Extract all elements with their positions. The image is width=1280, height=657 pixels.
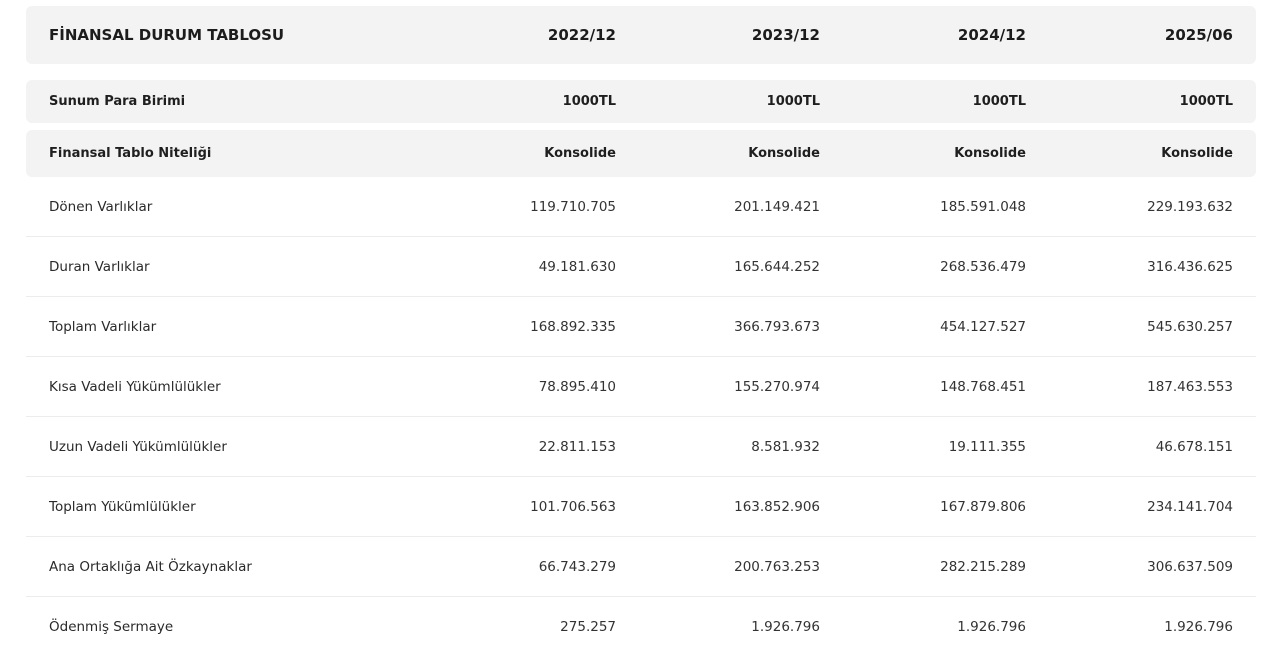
cell-value: 185.591.048 (940, 198, 1026, 215)
cell-value: Konsolide (954, 146, 1026, 161)
table-row: Uzun Vadeli Yükümlülükler 22.811.153 8.5… (26, 417, 1256, 477)
cell-value: 201.149.421 (734, 198, 820, 215)
table-row: Kısa Vadeli Yükümlülükler 78.895.410 155… (26, 357, 1256, 417)
period-header-2023-12: 2023/12 (751, 26, 820, 44)
cell-value: 1000TL (1179, 94, 1233, 109)
period-header-2024-12: 2024/12 (957, 26, 1026, 44)
cell-value: 1000TL (972, 94, 1026, 109)
financial-position-table: FİNANSAL DURUM TABLOSU 2022/12 2023/12 2… (26, 6, 1256, 657)
cell-value: 1.926.796 (1164, 619, 1233, 635)
cell-value: 1.926.796 (957, 619, 1026, 635)
cell-value: 78.895.410 (538, 378, 616, 395)
cell-value: 545.630.257 (1147, 318, 1233, 335)
statement-type-row: Finansal Tablo Niteliği Konsolide Konsol… (26, 130, 1256, 177)
row-label: Finansal Tablo Niteliği (49, 146, 212, 161)
cell-value: 200.763.253 (734, 558, 820, 575)
currency-row: Sunum Para Birimi 1000TL 1000TL 1000TL 1… (26, 80, 1256, 123)
cell-value: 22.811.153 (538, 438, 616, 455)
cell-value: 168.892.335 (530, 318, 616, 335)
cell-value: Konsolide (748, 146, 820, 161)
row-label: Sunum Para Birimi (49, 94, 186, 109)
row-label: Dönen Varlıklar (49, 198, 153, 215)
cell-value: 8.581.932 (751, 438, 820, 455)
cell-value: 19.111.355 (948, 438, 1026, 455)
cell-value: 165.644.252 (734, 258, 820, 275)
cell-value: Konsolide (1161, 146, 1233, 161)
cell-value: 1000TL (766, 94, 820, 109)
cell-value: 119.710.705 (530, 198, 616, 215)
table-row: Ödenmiş Sermaye 275.257 1.926.796 1.926.… (26, 597, 1256, 657)
table-row: Duran Varlıklar 49.181.630 165.644.252 2… (26, 237, 1256, 297)
cell-value: 167.879.806 (940, 498, 1026, 515)
cell-value: 49.181.630 (538, 258, 616, 275)
row-label: Toplam Varlıklar (49, 318, 157, 335)
cell-value: 148.768.451 (940, 378, 1026, 395)
cell-value: 454.127.527 (940, 318, 1026, 335)
table-header-row: FİNANSAL DURUM TABLOSU 2022/12 2023/12 2… (26, 6, 1256, 64)
cell-value: 46.678.151 (1155, 438, 1233, 455)
table-row: Dönen Varlıklar 119.710.705 201.149.421 … (26, 177, 1256, 237)
cell-value: Konsolide (544, 146, 616, 161)
cell-value: 268.536.479 (940, 258, 1026, 275)
table-row: Ana Ortaklığa Ait Özkaynaklar 66.743.279… (26, 537, 1256, 597)
cell-value: 163.852.906 (734, 498, 820, 515)
cell-value: 275.257 (560, 619, 616, 635)
cell-value: 366.793.673 (734, 318, 820, 335)
table-body: Dönen Varlıklar 119.710.705 201.149.421 … (26, 177, 1256, 657)
cell-value: 229.193.632 (1147, 198, 1233, 215)
cell-value: 1000TL (562, 94, 616, 109)
cell-value: 66.743.279 (538, 558, 616, 575)
row-label: Ana Ortaklığa Ait Özkaynaklar (49, 558, 252, 575)
cell-value: 316.436.625 (1147, 258, 1233, 275)
row-label: Duran Varlıklar (49, 258, 150, 275)
table-row: Toplam Yükümlülükler 101.706.563 163.852… (26, 477, 1256, 537)
cell-value: 306.637.509 (1147, 558, 1233, 575)
row-label: Ödenmiş Sermaye (49, 619, 174, 635)
cell-value: 101.706.563 (530, 498, 616, 515)
cell-value: 282.215.289 (940, 558, 1026, 575)
table-row: Toplam Varlıklar 168.892.335 366.793.673… (26, 297, 1256, 357)
table-title: FİNANSAL DURUM TABLOSU (49, 26, 285, 44)
row-label: Toplam Yükümlülükler (49, 498, 196, 515)
period-header-2022-12: 2022/12 (547, 26, 616, 44)
row-label: Kısa Vadeli Yükümlülükler (49, 378, 221, 395)
cell-value: 187.463.553 (1147, 378, 1233, 395)
cell-value: 1.926.796 (751, 619, 820, 635)
cell-value: 234.141.704 (1147, 498, 1233, 515)
cell-value: 155.270.974 (734, 378, 820, 395)
row-label: Uzun Vadeli Yükümlülükler (49, 438, 227, 455)
period-header-2025-06: 2025/06 (1164, 26, 1233, 44)
